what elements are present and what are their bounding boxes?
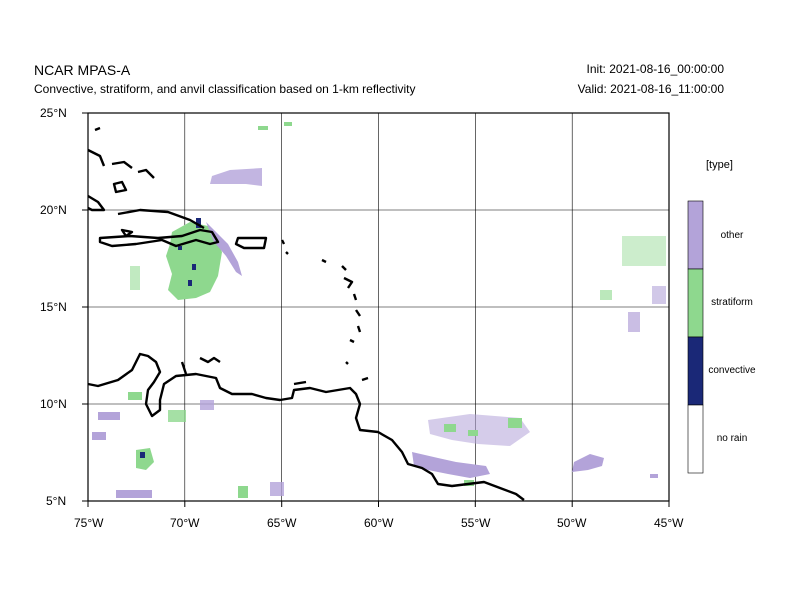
precip-field — [92, 122, 666, 498]
anvil-area — [428, 414, 530, 446]
y-tick-label: 15°N — [40, 300, 67, 314]
stratiform-area — [622, 236, 666, 266]
stratiform-area — [600, 290, 612, 300]
x-tick-label: 70°W — [170, 516, 200, 530]
stratiform-area — [130, 266, 140, 290]
stratiform-area — [468, 430, 478, 436]
anvil-area — [116, 490, 152, 498]
anvil-area — [628, 312, 640, 332]
x-tick-label: 55°W — [461, 516, 491, 530]
stratiform-area — [168, 410, 186, 422]
convective-cell — [192, 264, 196, 270]
anvil-area — [270, 482, 284, 496]
anvil-area — [98, 412, 120, 420]
anvil-area — [652, 286, 666, 304]
legend-swatch-no-rain — [687, 404, 704, 474]
x-tick-label: 65°W — [267, 516, 297, 530]
init-time: Init: 2021-08-16_00:00:00 — [586, 62, 724, 76]
y-tick-label: 25°N — [40, 106, 67, 120]
legend-title: [type] — [706, 159, 733, 171]
figure-title: NCAR MPAS-A — [34, 62, 131, 78]
axis-ticks — [82, 112, 670, 507]
anvil-area — [650, 474, 658, 478]
anvil-area — [92, 432, 106, 440]
anvil-area — [572, 454, 604, 472]
convective-cell — [188, 280, 192, 286]
stratiform-area — [166, 222, 222, 300]
anvil-area — [412, 452, 490, 478]
figure-subtitle: Convective, stratiform, and anvil classi… — [34, 82, 416, 96]
stratiform-area — [444, 424, 456, 432]
stratiform-area — [128, 392, 142, 400]
anvil-area — [200, 400, 214, 410]
coastlines — [87, 126, 525, 501]
legend-colorbar — [687, 200, 704, 474]
stratiform-area — [238, 486, 248, 498]
stratiform-area — [258, 126, 268, 130]
y-tick-label: 20°N — [40, 203, 67, 217]
valid-time: Valid: 2021-08-16_11:00:00 — [577, 82, 724, 96]
legend-label-convective: convective — [708, 365, 756, 376]
x-tick-label: 60°W — [364, 516, 394, 530]
convective-cell — [140, 452, 145, 458]
convective-cell — [196, 218, 201, 228]
y-tick-label: 5°N — [46, 494, 67, 508]
x-tick-label: 75°W — [74, 516, 104, 530]
x-tick-label: 50°W — [557, 516, 587, 530]
stratiform-area — [284, 122, 292, 126]
anvil-area — [210, 168, 262, 186]
convective-cell — [178, 246, 182, 250]
x-tick-label: 45°W — [654, 516, 684, 530]
legend-label-no-rain: no rain — [716, 433, 748, 444]
y-tick-label: 10°N — [40, 397, 67, 411]
stratiform-area — [508, 418, 522, 428]
legend-label-stratiform: stratiform — [711, 297, 753, 308]
legend-label-other: other — [720, 230, 744, 241]
